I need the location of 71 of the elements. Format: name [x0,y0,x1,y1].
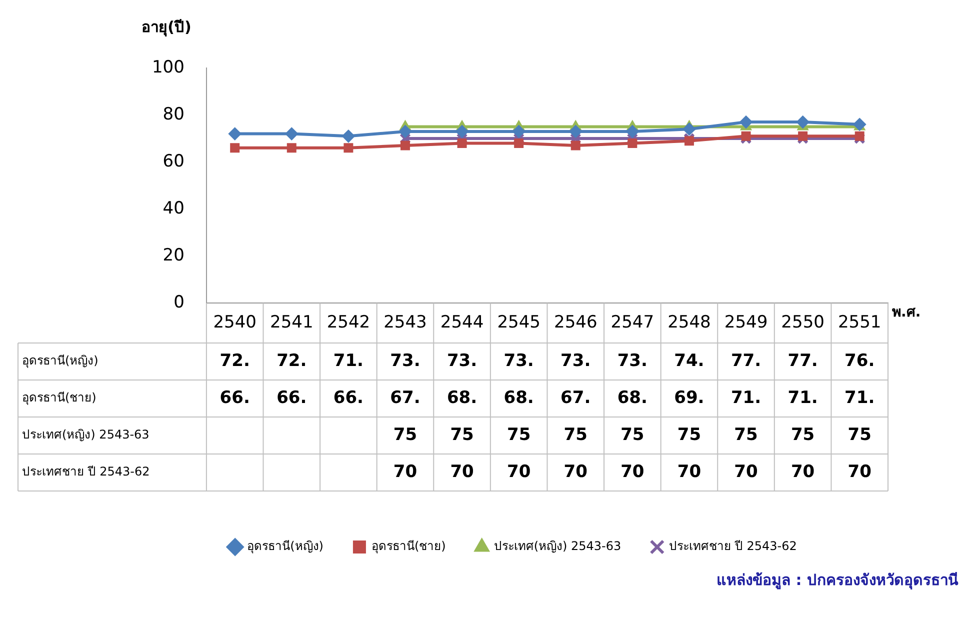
y-tick-label: 60 [162,151,184,172]
data-label: 73. [390,350,420,371]
x-tick-label: 2541 [270,312,314,333]
data-label: 72. [276,350,307,371]
x-axis-title: พ.ศ. [892,304,921,321]
x-tick-label: 2544 [440,312,484,333]
data-label: 70 [506,462,531,482]
legend-label: ประเทศชาย ปี 2543-62 [669,539,797,554]
data-label: 77. [730,350,762,371]
legend-label: อุดรธานี(หญิง) [247,539,324,554]
text: อุดรธานี(ชาย) [22,390,96,405]
y-tick-label: 0 [174,292,184,312]
data-label: 68. [504,388,534,408]
x-tick-label: 2550 [781,312,824,333]
data-label: 67. [560,388,591,408]
y-tick-label: 40 [162,198,184,218]
data-label: 77. [788,350,818,371]
x-tick-label: 2543 [384,312,427,333]
data-label: 75 [506,424,531,445]
data-label: 75 [677,424,702,445]
data-label: 75 [620,424,644,445]
data-label: 70 [848,462,872,482]
data-label: 70 [450,462,474,482]
data-label: 73. [560,350,591,371]
x-tick-label: 2545 [497,312,540,333]
x-tick-label: 2542 [326,312,370,333]
text: แหล่งข้อมูล : ปกครองจังหวัดอุดรธานี [716,570,960,592]
data-label: 71. [844,388,875,408]
data-label: 71. [788,388,818,408]
x-tick-label: 2540 [213,312,256,333]
data-label: 73. [446,350,478,371]
y-tick-label: 80 [162,104,184,124]
data-label: 70 [393,462,418,482]
data-label: 73. [617,350,648,371]
data-label: 66. [276,388,307,408]
x-tick-label: 2551 [838,312,882,333]
x-tick-label: 2547 [610,312,654,333]
y-tick-label: 100 [152,57,184,78]
data-label: 69. [674,388,704,408]
x-tick-label: 2546 [554,312,598,333]
x-tick-label: 2549 [724,312,768,333]
text: ประเทศชาย ปี 2543-62 [22,464,150,479]
data-label: 68. [617,388,648,408]
y-axis-title: อายุ(ปี) [142,18,192,37]
y-tick-label: 20 [162,245,184,266]
legend-label: อุดรธานี(ชาย) [371,539,446,554]
data-label: 76. [844,350,875,371]
text: ประเทศ(หญิง) 2543-63 [22,428,150,442]
data-label: 75 [450,424,474,445]
legend-label: ประเทศ(หญิง) 2543-63 [494,539,622,554]
data-label: 70 [564,462,588,482]
data-label: 66. [220,388,250,408]
data-label: 66. [333,388,364,408]
data-label: 75 [790,424,815,445]
data-label: 68. [446,388,478,408]
data-label: 70 [734,462,758,482]
data-label: 75 [564,424,588,445]
x-tick-label: 2548 [668,312,711,333]
data-label: 71. [333,350,364,371]
data-label: 72. [220,350,250,371]
text: อุดรธานี(หญิง) [22,354,98,368]
data-label: 74. [674,350,704,371]
data-label: 70 [620,462,644,482]
data-label: 73. [504,350,534,371]
data-label: 71. [730,388,762,408]
data-label: 67. [390,388,420,408]
data-label: 70 [677,462,702,482]
data-label: 75 [393,424,418,445]
data-label: 75 [848,424,872,445]
data-label: 70 [790,462,815,482]
data-label: 75 [734,424,758,445]
